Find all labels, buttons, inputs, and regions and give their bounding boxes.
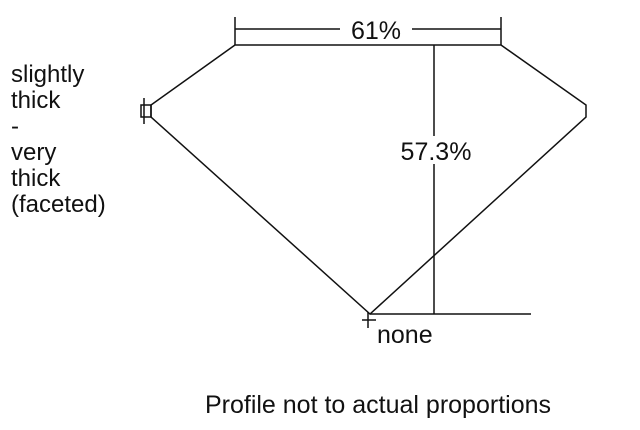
girdle-label: slightly thick - very thick (faceted) [11, 62, 106, 218]
culet-label: none [377, 321, 433, 349]
girdle-label-line: very [11, 139, 57, 166]
girdle-label-line: thick [11, 165, 61, 192]
girdle-label-line: (faceted) [11, 191, 106, 218]
proportions-note: Profile not to actual proportions [204, 391, 552, 419]
girdle-label-line: slightly [11, 61, 85, 88]
girdle-label-line: thick [11, 87, 61, 114]
girdle-label-line: - [11, 113, 19, 140]
gem-outline [150, 44, 587, 316]
table-width-label: 61% [351, 17, 401, 45]
girdle-marker [140, 104, 152, 118]
total-depth-label: 57.3% [401, 138, 472, 166]
